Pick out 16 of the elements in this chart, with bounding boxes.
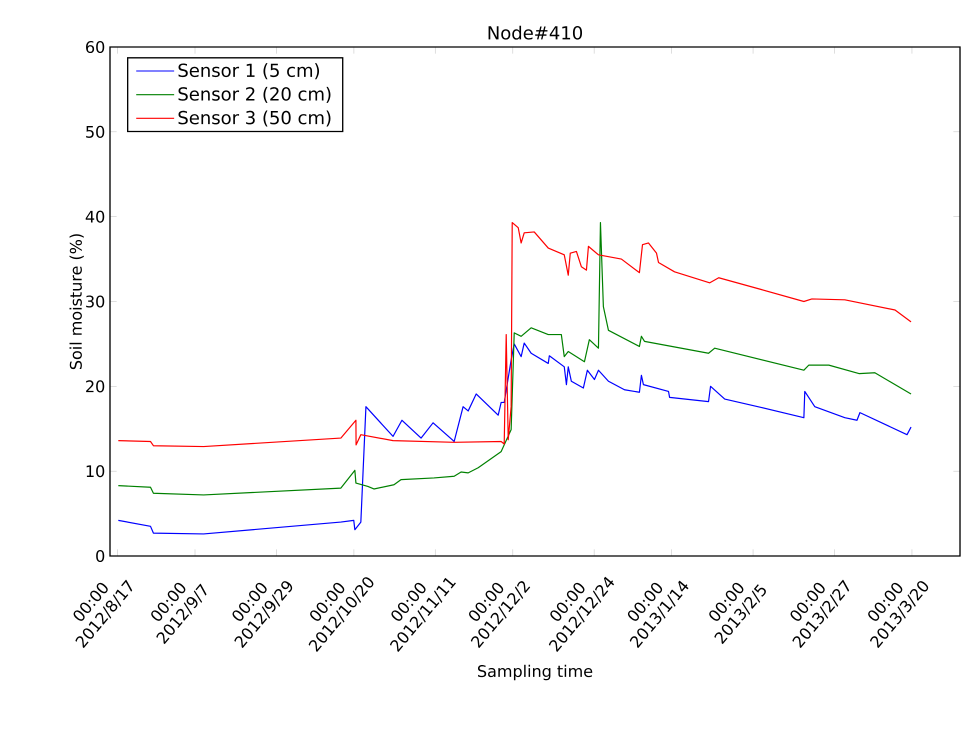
y-tick-label: 40	[86, 210, 104, 223]
line-series	[118, 222, 912, 448]
y-tick-label: 30	[86, 295, 104, 308]
y-tick-label: 60	[86, 40, 104, 54]
legend-label: Sensor 1 (5 cm)	[178, 63, 320, 80]
y-tick-label: 50	[86, 126, 104, 138]
line-series	[118, 222, 912, 496]
y-axis-title: Soil moisture (%)	[70, 234, 84, 370]
x-axis-title: Sampling time	[478, 664, 592, 680]
legend-label: Sensor 2 (20 cm)	[178, 86, 330, 103]
y-tick-label: 20	[86, 380, 104, 392]
y-tick-label: 10	[86, 465, 104, 478]
line-series	[118, 342, 912, 535]
legend-label: Sensor 3 (50 cm)	[178, 110, 330, 127]
y-tick-label: 0	[96, 550, 104, 562]
chart-title: Node#410	[488, 26, 582, 40]
